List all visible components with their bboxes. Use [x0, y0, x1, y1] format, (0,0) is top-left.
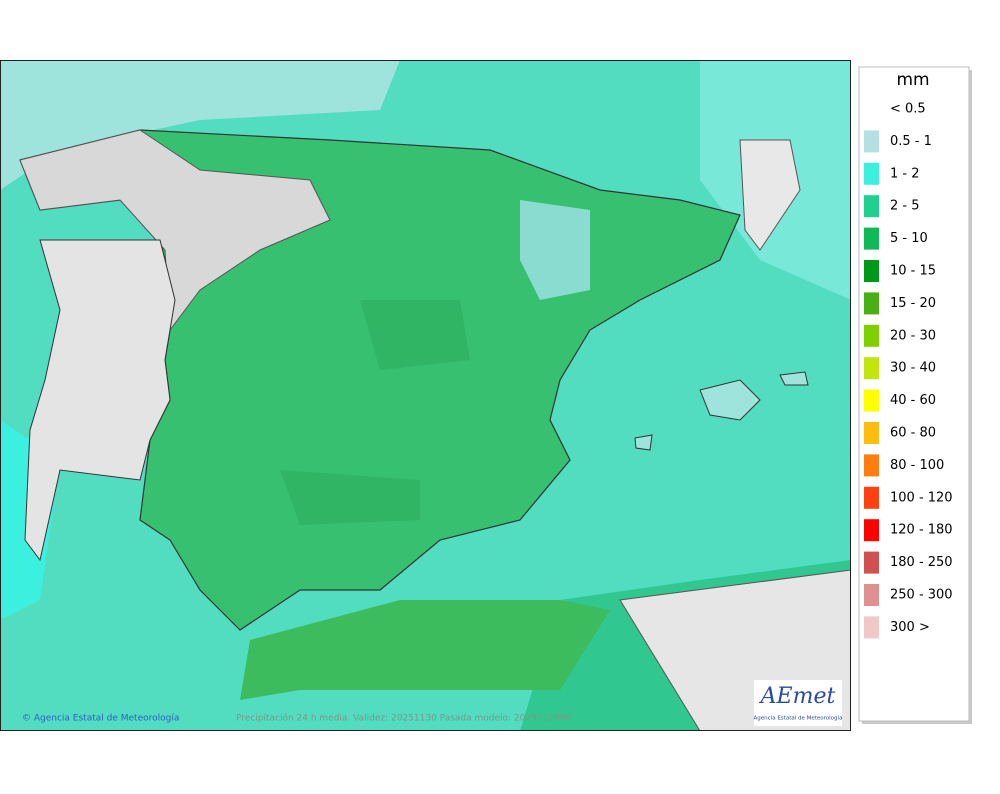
- legend-label: 120 - 180: [890, 523, 953, 538]
- credit: © Agencia Estatal de Meteorología: [22, 714, 179, 724]
- legend-swatch: [864, 162, 879, 185]
- legend-swatch: [864, 422, 879, 444]
- legend-label: 0.5 - 1: [890, 134, 932, 149]
- legend-unit: mm: [896, 70, 929, 90]
- legend-label: 60 - 80: [890, 426, 936, 441]
- legend-swatch: [864, 195, 879, 218]
- legend-swatch: [864, 454, 879, 477]
- legend-label: 10 - 15: [890, 264, 936, 279]
- sea-light: [1, 60, 400, 190]
- northwest-dry: [19, 129, 331, 332]
- legend-label: 1 - 2: [890, 166, 920, 181]
- mallorca: [699, 379, 761, 421]
- legend-swatch: [864, 260, 879, 282]
- legend-label: 30 - 40: [890, 361, 936, 376]
- legend-swatch: [864, 584, 879, 606]
- legend-label: 2 - 5: [890, 199, 920, 214]
- legend-label: < 0.5: [890, 102, 926, 117]
- rain-core: [280, 300, 470, 525]
- map: [1, 60, 851, 731]
- legend-label: 300 >: [890, 620, 930, 635]
- legend-swatch: [864, 227, 879, 250]
- caption: Precipitación 24 h media. Validez: 20251…: [236, 713, 571, 724]
- alboran-rain: [240, 600, 610, 700]
- legend-swatch: [864, 519, 879, 542]
- legend-swatch: [864, 357, 879, 380]
- legend-swatch: [864, 389, 879, 412]
- legend-label: 20 - 30: [890, 328, 936, 343]
- menorca: [779, 371, 809, 386]
- logo-box: [754, 680, 842, 726]
- legend-swatch: [864, 292, 879, 315]
- legend-swatch: [864, 324, 879, 347]
- legend-swatch: [864, 98, 879, 120]
- portugal: [24, 239, 176, 562]
- legend-label: 40 - 60: [890, 393, 936, 408]
- logo: AEmet: [759, 684, 836, 709]
- legend-label: 250 - 300: [890, 588, 953, 603]
- ibiza: [634, 434, 653, 451]
- legend-label: 5 - 10: [890, 231, 928, 246]
- legend-swatch: [864, 130, 879, 153]
- legend-label: 100 - 120: [890, 490, 953, 505]
- logo-subtitle: Agencia Estatal de Meteorología: [754, 715, 843, 722]
- map-frame: [0, 60, 851, 731]
- legend-swatch: [864, 551, 879, 574]
- legend-swatch: [864, 486, 879, 509]
- legend-swatch: [864, 616, 879, 639]
- corsica: [739, 139, 801, 251]
- ebro-light: [520, 200, 590, 300]
- legend-label: 80 - 100: [890, 458, 944, 473]
- legend-label: 180 - 250: [890, 555, 953, 570]
- legend-label: 15 - 20: [890, 296, 936, 311]
